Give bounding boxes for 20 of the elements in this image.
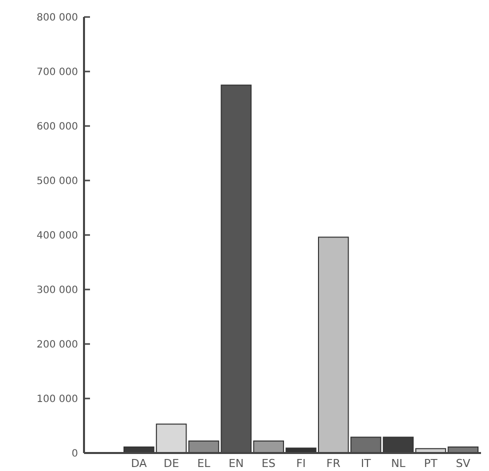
x-tick-label: FR	[326, 457, 341, 470]
x-tick-label: EL	[197, 457, 212, 470]
y-tick-label: 300 000	[36, 285, 78, 296]
x-tick-label: ES	[262, 457, 276, 470]
y-tick-label: 400 000	[36, 230, 78, 242]
x-tick-label: DE	[164, 457, 180, 470]
x-tick-label: IT	[360, 457, 372, 470]
y-tick-label: 0	[72, 448, 78, 460]
y-tick-label: 600 000	[36, 122, 78, 132]
y-tick-label: 200 000	[36, 340, 78, 350]
y-tick-label: 700 000	[36, 67, 78, 78]
y-tick-label: 100 000	[36, 394, 78, 405]
x-tick-label: SV	[456, 457, 471, 470]
x-tick-label: FI	[296, 457, 306, 470]
y-tick-label: 800 000	[36, 12, 78, 24]
x-tick-label: DA	[131, 457, 148, 470]
y-tick-label: 500 000	[36, 176, 78, 187]
x-tick-label: EN	[228, 457, 244, 470]
x-tick-label: NL	[391, 457, 406, 470]
x-tick-label: PT	[424, 457, 438, 470]
